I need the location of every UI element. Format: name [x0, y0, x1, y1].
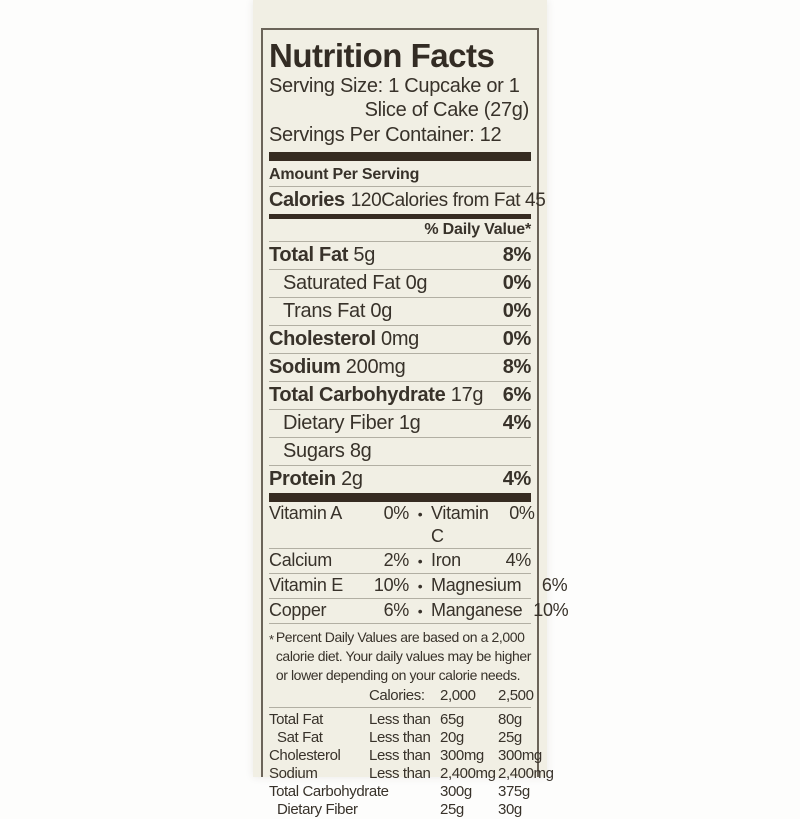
- serving-size-line2: Slice of Cake (27g): [364, 99, 530, 121]
- vitamin-row-copper-manganese: Copper 6% • Manganese 10%: [269, 598, 569, 623]
- vitamin-name: Vitamin C: [431, 503, 489, 546]
- bullet-separator: •: [417, 553, 423, 569]
- nutrient-row-saturated-fat: Saturated Fat 0g 0%: [269, 269, 531, 297]
- nutrient-name-amount: Dietary Fiber 1g: [283, 412, 421, 434]
- nutrient-row-cholesterol: Cholesterol 0mg 0%: [269, 325, 531, 353]
- reference-row-sat-fat: Sat Fat Less than 20g 25g: [277, 729, 522, 746]
- nutrient-name-amount: Sodium 200mg: [269, 356, 406, 378]
- nutrient-dv: 6%: [502, 384, 532, 406]
- calories-value: 120: [350, 190, 382, 211]
- vitamin-value: 0%: [383, 503, 410, 523]
- vitamin-name: Copper: [269, 600, 327, 620]
- nutrient-row-protein: Protein 2g 4%: [269, 465, 531, 493]
- vitamin-name: Manganese: [431, 600, 523, 620]
- divider-thick-vitamins: [269, 493, 531, 502]
- nutrient-dv: 8%: [502, 356, 532, 378]
- vitamin-name: Magnesium: [431, 575, 522, 595]
- hairline: [269, 241, 531, 242]
- calories-from-fat: Calories from Fat 45: [381, 190, 546, 211]
- label-border-box: Nutrition Facts Serving Size: 1 Cupcake …: [261, 28, 569, 818]
- calories-label: Calories: [269, 189, 345, 211]
- nutrient-dv: 0%: [502, 300, 532, 322]
- nutrient-name-amount: Total Carbohydrate 17g: [269, 384, 484, 406]
- nutrient-row-dietary-fiber: Dietary Fiber 1g 4%: [269, 409, 531, 437]
- vitamin-row-calcium-iron: Calcium 2% • Iron 4%: [269, 548, 531, 573]
- nutrient-row-sodium: Sodium 200mg 8%: [269, 353, 531, 381]
- vitamin-value: 10%: [373, 575, 409, 595]
- nutrient-row-total-fat: Total Fat 5g 8%: [269, 242, 531, 269]
- reference-row-cholesterol: Cholesterol Less than 300mg 300mg: [269, 747, 542, 764]
- reference-row-sodium: Sodium Less than 2,400mg 2,400mg: [269, 765, 554, 782]
- calories-row: Calories 120 Calories from Fat 45: [269, 187, 546, 214]
- vitamin-value: 2%: [383, 550, 410, 570]
- amount-per-serving-label: Amount Per Serving: [269, 166, 420, 183]
- divider-medium: [269, 214, 531, 219]
- vitamin-row-e-magnesium: Vitamin E 10% • Magnesium 6%: [269, 573, 568, 598]
- servings-per-container: Servings Per Container: 12: [269, 124, 502, 146]
- nutrient-dv: 8%: [502, 244, 532, 266]
- nutrition-label: Nutrition Facts Serving Size: 1 Cupcake …: [253, 0, 569, 818]
- calories-left: Calories 120: [269, 187, 382, 214]
- daily-value-footnote: * Percent Daily Values are based on a 2,…: [269, 624, 531, 685]
- serving-info: Serving Size: 1 Cupcake or 1 Slice of Ca…: [269, 74, 531, 147]
- hairline: [269, 707, 531, 708]
- vitamin-value: 0%: [509, 503, 535, 523]
- reference-table-body: Total Fat Less than 65g 80g Sat Fat Less…: [269, 708, 554, 819]
- nutrient-name-amount: Trans Fat 0g: [283, 300, 393, 322]
- label-title: Nutrition Facts: [269, 37, 495, 74]
- serving-size-line1: Serving Size: 1 Cupcake or 1: [269, 75, 520, 97]
- calories-2000-header: 2,000: [440, 687, 476, 704]
- nutrient-row-sugars: Sugars 8g: [269, 437, 531, 465]
- divider-thick-top: [269, 152, 531, 161]
- bullet-separator: •: [417, 506, 423, 522]
- vitamin-row-a-c: Vitamin A 0% • Vitamin C 0%: [269, 502, 535, 548]
- reference-table-header: Calories: 2,000 2,500: [269, 687, 534, 707]
- nutrient-name-amount: Sugars 8g: [283, 440, 372, 462]
- nutrient-row-trans-fat: Trans Fat 0g 0%: [269, 297, 531, 325]
- nutrient-name-amount: Saturated Fat 0g: [283, 272, 428, 294]
- reference-row-total-carbohydrate: Total Carbohydrate 300g 375g: [269, 783, 530, 800]
- nutrient-name-amount: Cholesterol 0mg: [269, 328, 420, 350]
- nutrient-row-total-carbohydrate: Total Carbohydrate 17g 6%: [269, 381, 531, 409]
- hairline: [269, 186, 531, 187]
- hairline: [269, 623, 531, 624]
- calories-2500-header: 2,500: [498, 687, 534, 704]
- reference-table: Calories: 2,000 2,500 Total Fat Less tha…: [269, 687, 554, 819]
- reference-row-dietary-fiber: Dietary Fiber 25g 30g: [277, 801, 522, 818]
- nutrient-name-amount: Protein 2g: [269, 468, 363, 490]
- vitamin-name: Iron: [431, 550, 461, 570]
- vitamin-value: 10%: [533, 600, 569, 620]
- reference-row-total-fat: Total Fat Less than 65g 80g: [269, 711, 522, 728]
- vitamin-name: Vitamin A: [269, 503, 343, 523]
- daily-value-header: % Daily Value*: [424, 221, 531, 238]
- calories-header-label: Calories:: [369, 687, 425, 704]
- footnote-text: Percent Daily Values are based on a 2,00…: [275, 629, 532, 683]
- vitamin-value: 6%: [383, 600, 410, 620]
- bullet-separator: •: [417, 578, 423, 594]
- bullet-separator: •: [417, 603, 423, 619]
- nutrient-dv: 0%: [502, 272, 532, 294]
- nutrient-dv: 0%: [502, 328, 532, 350]
- footnote-asterisk: *: [269, 632, 274, 647]
- nutrient-dv: 4%: [502, 412, 532, 434]
- vitamin-value: 6%: [541, 575, 568, 595]
- vitamin-name: Vitamin E: [269, 575, 344, 595]
- vitamin-name: Calcium: [269, 550, 332, 570]
- nutrient-name-amount: Total Fat 5g: [269, 244, 376, 266]
- nutrient-dv: 4%: [502, 468, 532, 490]
- vitamin-value: 4%: [505, 550, 532, 570]
- vitamins-section: Vitamin A 0% • Vitamin C 0% Calcium 2% •…: [269, 502, 569, 623]
